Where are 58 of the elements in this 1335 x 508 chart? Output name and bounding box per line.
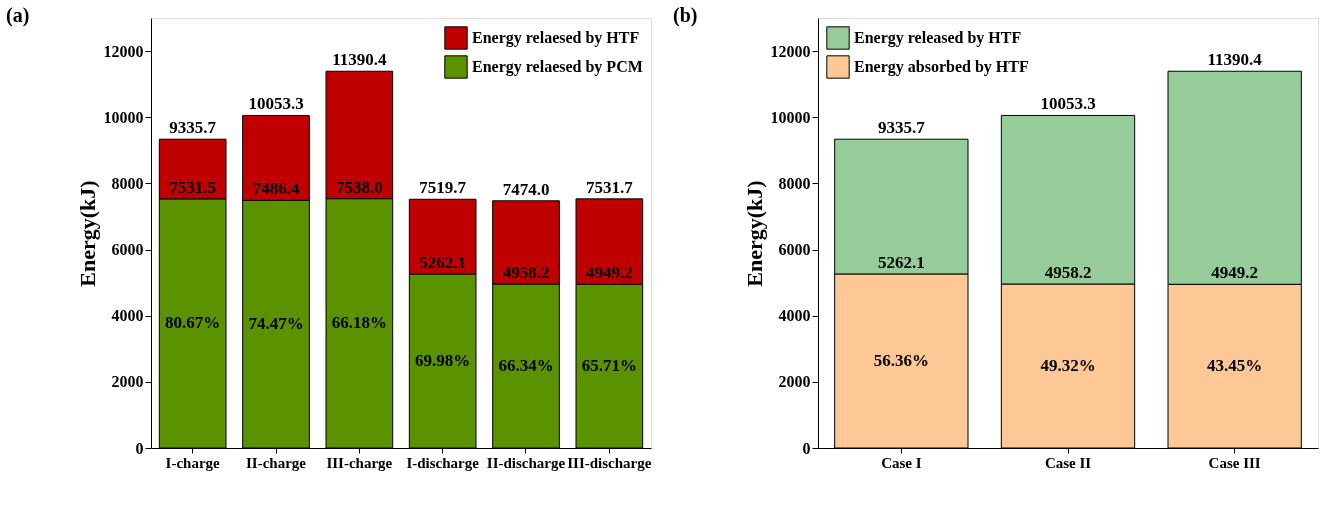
data-label: 7531.5 [169, 177, 217, 197]
data-label: 4958.2 [1044, 263, 1092, 282]
x-tick-label: Case I [881, 454, 922, 471]
x-tick-label: III-discharge [567, 454, 652, 471]
data-label: 7486.4 [252, 179, 300, 199]
x-tick-label: II-charge [246, 454, 307, 471]
data-label: 5262.1 [419, 252, 467, 272]
y-tick-label: 0 [135, 439, 144, 457]
x-tick-label: Case II [1044, 454, 1092, 471]
total-label: 7519.7 [419, 178, 467, 198]
y-tick-label: 4000 [778, 307, 811, 325]
y-tick-label: 6000 [778, 241, 811, 259]
annotation: 80.67% [165, 313, 221, 333]
total-label: 10053.3 [1040, 94, 1096, 114]
data-label: 4949.2 [1211, 263, 1259, 283]
legend-label: Energy relaesed by PCM [472, 58, 643, 76]
total-label: 11390.4 [332, 50, 387, 70]
y-tick-label: 10000 [770, 108, 811, 126]
data-label: 5262.1 [877, 252, 925, 272]
x-tick-label: Case III [1208, 454, 1261, 471]
total-label: 10053.3 [248, 94, 304, 114]
y-tick-label: 0 [802, 439, 811, 457]
data-label: 7538.0 [335, 177, 383, 197]
annotation: 56.36% [873, 350, 929, 370]
y-tick-label: 8000 [111, 174, 144, 192]
y-tick-label: 12000 [103, 42, 144, 60]
annotation: 74.47% [248, 314, 304, 334]
y-axis-title: Energy(kJ) [74, 180, 100, 287]
annotation: 49.32% [1040, 356, 1096, 375]
y-axis-title: Energy(kJ) [741, 180, 767, 287]
x-tick-label: I-discharge [406, 454, 480, 471]
total-label: 9335.7 [877, 118, 926, 138]
y-tick-label: 6000 [111, 241, 144, 259]
x-tick-label: II-discharge [486, 454, 566, 471]
annotation: 43.45% [1207, 356, 1263, 376]
data-label: 4949.2 [585, 263, 633, 283]
legend-label: Energy absorbed by HTF [854, 58, 1029, 76]
legend-label: Energy relaesed by HTF [472, 29, 640, 47]
y-tick-label: 2000 [111, 373, 144, 391]
annotation: 69.98% [415, 350, 471, 370]
y-tick-label: 2000 [778, 373, 811, 391]
x-tick-label: I-charge [165, 454, 221, 471]
y-tick-label: 4000 [111, 307, 144, 325]
total-label: 7531.7 [585, 177, 634, 197]
annotation: 66.18% [331, 313, 387, 333]
legend-label: Energy released by HTF [854, 29, 1022, 47]
chart-title: (a) [6, 4, 30, 27]
chart-title: (b) [673, 4, 698, 27]
x-tick-label: III-charge [326, 454, 393, 471]
y-tick-label: 12000 [770, 42, 811, 60]
annotation: 65.71% [581, 356, 637, 376]
data-label: 4958.2 [502, 263, 550, 282]
y-tick-label: 10000 [103, 108, 144, 126]
y-tick-label: 8000 [778, 174, 811, 192]
annotation: 66.34% [498, 356, 554, 375]
total-label: 11390.4 [1207, 50, 1263, 70]
total-label: 7474.0 [502, 179, 550, 199]
total-label: 9335.7 [169, 118, 217, 138]
